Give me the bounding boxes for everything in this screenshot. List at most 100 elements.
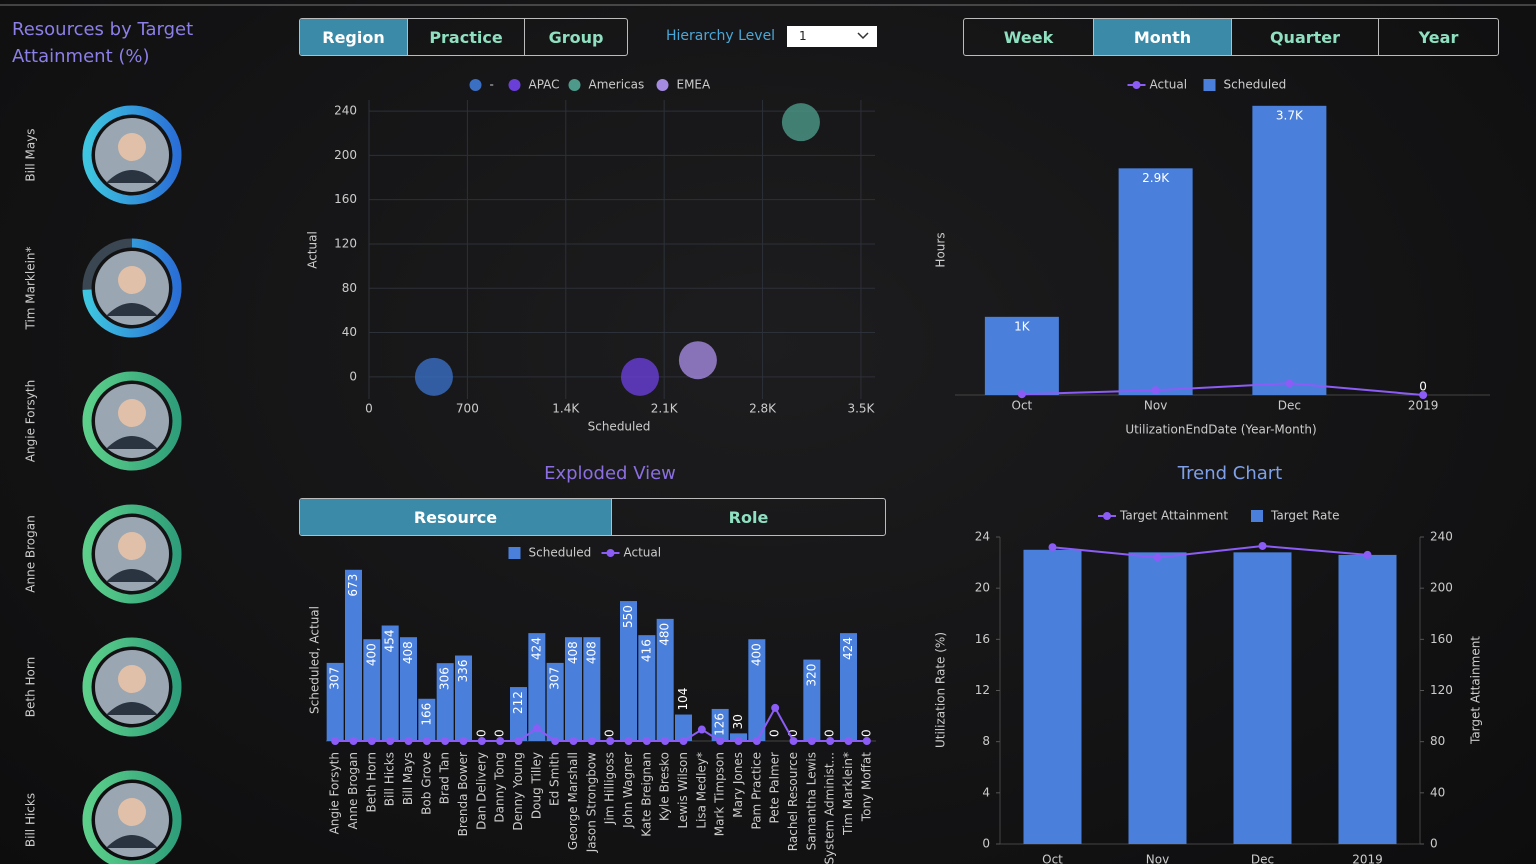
bar (840, 633, 857, 741)
avatar-head (118, 798, 146, 826)
bar (748, 639, 766, 741)
value-label: 0 (786, 729, 800, 737)
x-tick-label: Mark Timpson (713, 752, 727, 836)
legend-marker (568, 79, 581, 91)
line-point (642, 737, 651, 745)
line-point (734, 737, 743, 745)
tab[interactable]: Resource (300, 499, 612, 535)
line-point (349, 737, 358, 745)
x-tick-label: Pam Practice (749, 752, 763, 829)
avatar-head (118, 133, 146, 161)
value-label: 424 (529, 637, 543, 660)
value-label: 673 (346, 574, 360, 597)
legend-label: - (490, 78, 494, 92)
legend-label: APAC (529, 78, 560, 92)
x-tick-label: 2.1K (651, 402, 679, 416)
avatar-head (118, 399, 146, 427)
line-point (459, 737, 468, 745)
tab[interactable]: Year (1418, 27, 1459, 47)
x-tick-label: 1.4K (552, 402, 580, 416)
line-point (1258, 541, 1267, 550)
y-tick-label: 0 (982, 837, 990, 851)
chart-title: Trend Chart (1177, 463, 1282, 484)
value-label: 2.9K (1142, 171, 1170, 185)
y2-tick-label: 0 (1430, 837, 1438, 851)
bar (381, 625, 399, 741)
x-tick-label: Bill Mays (401, 752, 415, 805)
x-tick-label: Anne Brogan (346, 752, 360, 829)
person-name: Beth Horn (24, 657, 38, 717)
line-point (862, 737, 871, 745)
tab[interactable]: Practice (408, 19, 525, 55)
x-tick-label: Tony Moffat (859, 752, 873, 822)
hierarchy-dropdown[interactable]: 1 (787, 26, 877, 47)
line-point (661, 737, 670, 745)
legend-marker (508, 79, 521, 91)
y2-tick-label: 40 (1430, 785, 1445, 799)
tab[interactable]: Region (300, 19, 408, 55)
tab[interactable]: Role (728, 507, 769, 527)
line-point (386, 737, 395, 745)
x-tick-label: Doug Tilley (529, 752, 543, 819)
value-label: 550 (621, 605, 635, 628)
y-tick-label: 0 (349, 369, 357, 383)
x-tick-label: Brenda Bower (456, 752, 470, 836)
bar (400, 637, 417, 741)
legend-marker (1251, 510, 1263, 522)
x-tick-label: Bill Hicks (383, 752, 397, 806)
x-tick-label: Dec (1278, 399, 1301, 413)
x-tick-label: Kate Breignan (639, 752, 653, 837)
y-axis-label: Actual (306, 231, 320, 269)
value-label: 400 (749, 643, 763, 666)
y2-tick-label: 80 (1430, 734, 1445, 748)
line-point (844, 737, 853, 745)
bar (1128, 552, 1187, 844)
tab[interactable]: Quarter (1232, 19, 1379, 55)
line-point (496, 737, 505, 745)
legend-label: Target Rate (1270, 509, 1339, 523)
bar (546, 662, 564, 741)
value-label: 336 (456, 660, 470, 683)
bar (510, 687, 527, 741)
x-tick-label: Ed Smith (548, 752, 562, 806)
avatar-head (118, 266, 146, 294)
value-label: 126 (713, 713, 727, 736)
person-name: Bill Hicks (24, 793, 38, 847)
line-point (1017, 390, 1026, 399)
x-tick-label: Kyle Bresko (658, 752, 672, 821)
y2-tick-label: 160 (1430, 632, 1453, 646)
x-axis-label: Scheduled (588, 420, 651, 434)
bar (1118, 168, 1193, 395)
value-label: 454 (383, 629, 397, 652)
avatar-body (106, 569, 158, 582)
bar (1252, 105, 1327, 395)
x-tick-label: Nov (1146, 853, 1169, 864)
tab[interactable]: Week (964, 19, 1094, 55)
value-label: 212 (511, 691, 525, 714)
legend-label: Scheduled (529, 546, 592, 560)
bar (803, 659, 821, 741)
x-tick-label: Bob Grove (419, 752, 433, 815)
tab[interactable]: Month (1094, 19, 1232, 55)
line-point (807, 737, 816, 745)
x-tick-label: Angie Forsyth (328, 752, 342, 834)
value-label: 480 (658, 623, 672, 646)
avatar-ring (82, 504, 182, 604)
x-tick-label: Mary Jones (731, 752, 745, 818)
bubble (781, 103, 820, 142)
line-point (716, 737, 725, 745)
x-tick-label: Jim Hilligoss (603, 752, 617, 825)
x-tick-label: Rachel Resource (786, 752, 800, 851)
y-tick-label: 120 (334, 236, 357, 250)
view-tabs: Resource Role (299, 498, 886, 536)
value-label: 306 (438, 667, 452, 690)
y2-axis-label: Target Attainment (1469, 636, 1483, 745)
line-point (1151, 386, 1160, 395)
tab[interactable]: Group (548, 27, 604, 47)
value-label: 0 (768, 729, 782, 737)
value-label: 104 (676, 688, 690, 711)
line-point (606, 737, 615, 745)
value-label: 400 (364, 643, 378, 666)
y-tick-label: 240 (334, 104, 357, 118)
